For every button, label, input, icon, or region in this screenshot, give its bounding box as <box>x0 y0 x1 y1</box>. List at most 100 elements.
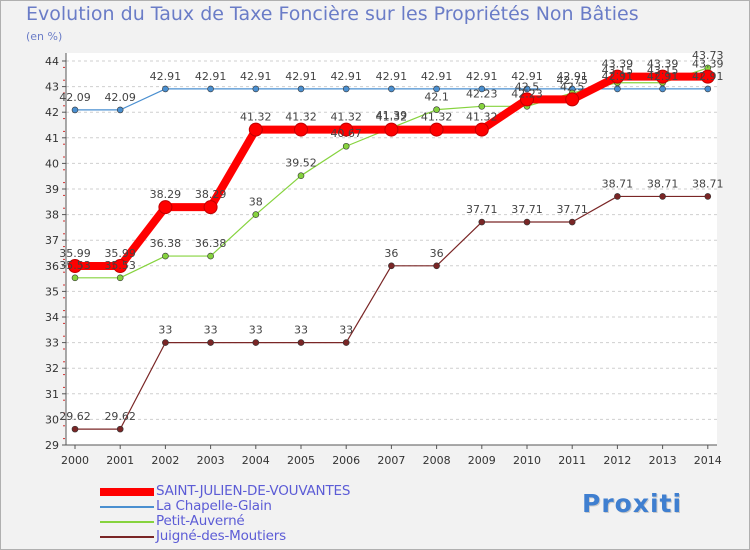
data-label: 42.91 <box>602 70 634 83</box>
data-label: 38.29 <box>150 188 182 201</box>
data-point <box>158 200 173 215</box>
x-tick-label: 2002 <box>151 454 179 467</box>
data-label: 42.91 <box>150 70 182 83</box>
data-point <box>71 274 79 282</box>
data-point <box>704 85 712 93</box>
data-label: 37.71 <box>556 203 588 216</box>
y-tick-label: 38 <box>45 209 59 222</box>
data-label: 35.99 <box>104 247 136 260</box>
y-tick-label: 37 <box>45 234 59 247</box>
x-tick-label: 2001 <box>106 454 134 467</box>
data-point <box>478 85 486 93</box>
y-tick-label: 32 <box>45 362 59 375</box>
data-point <box>388 85 395 93</box>
data-label: 41.32 <box>285 111 317 124</box>
data-label: 42.23 <box>511 87 543 100</box>
data-point <box>523 85 531 93</box>
data-point <box>71 425 79 433</box>
data-label: 39.52 <box>285 157 317 170</box>
data-point <box>68 259 82 274</box>
data-point <box>339 122 354 137</box>
data-point <box>116 425 124 433</box>
data-point <box>207 85 214 93</box>
y-tick-label: 42 <box>45 106 59 119</box>
legend-label: Juigné-des-Moutiers <box>156 528 286 544</box>
data-point <box>297 85 305 93</box>
legend-label: La Chapelle-Glain <box>156 498 272 514</box>
data-point <box>659 193 666 200</box>
x-tick-label: 2009 <box>468 454 496 467</box>
x-tick-label: 2013 <box>649 454 677 467</box>
line-chart-plot: 29 30 31 32 33 34 35 36 37 38 39 40 41 42 43 44 2000 2001… <box>45 49 724 467</box>
y-tick-label: 30 <box>45 413 59 426</box>
proxiti-logo: Proxiti <box>582 489 683 518</box>
x-tick-label: 2010 <box>513 454 541 467</box>
data-point <box>116 106 124 114</box>
data-label: 42.09 <box>104 91 136 104</box>
data-label: 33 <box>204 324 218 337</box>
data-point <box>433 106 440 113</box>
data-point <box>614 193 621 200</box>
data-point <box>252 85 260 93</box>
data-label: 41.32 <box>421 111 453 124</box>
y-axis-unit-label: (en %) <box>26 30 63 43</box>
data-point <box>704 193 712 200</box>
data-label: 35.53 <box>59 259 91 272</box>
data-label: 41.32 <box>376 111 408 124</box>
data-label: 38.71 <box>647 177 679 190</box>
data-point <box>478 218 486 226</box>
data-point <box>71 106 79 114</box>
data-label: 43.39 <box>647 58 679 71</box>
data-point <box>207 252 214 260</box>
data-label: 42.91 <box>195 70 227 83</box>
data-label: 42.91 <box>240 70 272 83</box>
y-tick-label: 41 <box>45 132 59 145</box>
data-label: 36.38 <box>150 237 182 250</box>
data-label: 38 <box>249 196 263 209</box>
data-point <box>207 339 214 346</box>
data-label: 38.71 <box>692 177 724 190</box>
data-point <box>610 69 625 84</box>
x-tick-label: 2014 <box>694 454 722 467</box>
data-label: 38.29 <box>195 188 227 201</box>
data-label: 42.91 <box>330 70 362 83</box>
data-point <box>523 218 531 226</box>
data-point <box>384 122 399 137</box>
data-label: 42.91 <box>647 70 679 83</box>
data-label: 42.91 <box>466 70 498 83</box>
data-point <box>342 339 350 346</box>
legend-swatch-la-chapelle-glain <box>100 506 154 508</box>
data-label: 42.91 <box>421 70 453 83</box>
y-tick-label: 33 <box>45 337 59 350</box>
data-point <box>429 122 444 137</box>
data-label: 29.62 <box>59 410 91 423</box>
data-point <box>162 85 169 93</box>
data-label: 42.91 <box>692 70 724 83</box>
x-tick-label: 2012 <box>603 454 631 467</box>
data-point <box>565 92 580 107</box>
data-label: 37.71 <box>466 203 498 216</box>
data-point <box>474 122 489 137</box>
data-point <box>655 69 670 84</box>
data-point <box>297 172 305 179</box>
data-point <box>297 339 305 346</box>
data-label: 42.1 <box>424 91 449 104</box>
data-point <box>342 85 350 93</box>
data-point <box>342 142 350 150</box>
x-tick-label: 2006 <box>332 454 360 467</box>
data-point <box>162 339 169 346</box>
x-tick-label: 2011 <box>558 454 586 467</box>
data-label: 42.91 <box>285 70 317 83</box>
data-label: 43.73 <box>692 49 724 62</box>
y-tick-label: 29 <box>45 439 59 452</box>
data-point <box>116 274 124 282</box>
data-label: 42.91 <box>556 70 588 83</box>
data-point <box>252 211 260 218</box>
data-label: 35.99 <box>59 247 91 260</box>
data-point <box>659 85 666 93</box>
data-label: 42.75 <box>556 74 588 87</box>
data-point <box>162 252 169 260</box>
y-tick-label: 35 <box>45 285 59 298</box>
y-tick-label: 44 <box>45 55 59 68</box>
data-point <box>252 339 260 346</box>
